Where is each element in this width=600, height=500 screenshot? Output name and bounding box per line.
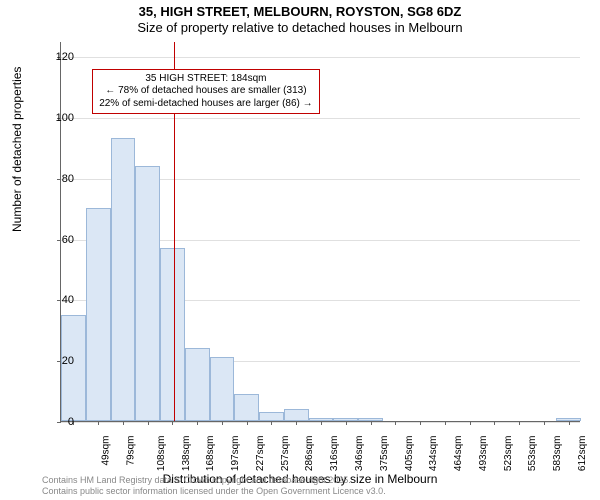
x-tick-label: 583sqm [552,436,563,472]
x-tick-label: 346sqm [354,436,365,472]
x-tick-mark [346,421,347,425]
annotation-line: 22% of semi-detached houses are larger (… [99,98,312,111]
x-tick-label: 375sqm [379,436,390,472]
y-tick-label: 60 [44,234,74,246]
y-tick-label: 120 [44,51,74,63]
x-tick-mark [172,421,173,425]
x-tick-label: 286sqm [305,436,316,472]
histogram-bar [234,394,259,421]
x-tick-label: 553sqm [527,436,538,472]
x-tick-mark [148,421,149,425]
x-tick-mark [271,421,272,425]
histogram-bar [284,409,309,421]
x-tick-mark [98,421,99,425]
chart-container: 35, HIGH STREET, MELBOURN, ROYSTON, SG8 … [0,0,600,500]
annotation-line: ← 78% of detached houses are smaller (31… [99,85,312,98]
footer-line1: Contains HM Land Registry data © Crown c… [42,475,386,486]
x-tick-label: 257sqm [280,436,291,472]
x-tick-label: 405sqm [404,436,415,472]
x-tick-mark [247,421,248,425]
x-tick-mark [395,421,396,425]
x-tick-label: 464sqm [453,436,464,472]
histogram-bar [111,138,136,421]
histogram-bar [160,248,185,421]
histogram-bar [86,208,111,421]
x-tick-label: 79sqm [126,436,137,466]
x-tick-mark [494,421,495,425]
x-tick-mark [296,421,297,425]
x-tick-mark [544,421,545,425]
y-axis-label: Number of detached properties [10,67,24,232]
plot-area: 35 HIGH STREET: 184sqm← 78% of detached … [60,42,580,422]
y-tick-label: 100 [44,112,74,124]
x-tick-label: 49sqm [101,436,112,466]
x-tick-mark [445,421,446,425]
x-tick-label: 434sqm [428,436,439,472]
x-tick-label: 138sqm [181,436,192,472]
footer-attribution: Contains HM Land Registry data © Crown c… [42,475,386,497]
x-tick-label: 316sqm [329,436,340,472]
gridline [61,57,580,58]
y-tick-label: 40 [44,294,74,306]
x-tick-label: 612sqm [577,436,588,472]
x-tick-label: 227sqm [255,436,266,472]
x-tick-mark [197,421,198,425]
histogram-bar [259,412,284,421]
histogram-bar [210,357,235,421]
x-tick-mark [519,421,520,425]
x-tick-mark [420,421,421,425]
chart-title-line1: 35, HIGH STREET, MELBOURN, ROYSTON, SG8 … [0,4,600,19]
x-tick-mark [321,421,322,425]
annotation-box: 35 HIGH STREET: 184sqm← 78% of detached … [92,69,319,115]
annotation-line: 35 HIGH STREET: 184sqm [99,73,312,86]
histogram-bar [61,315,86,421]
y-tick-label: 20 [44,355,74,367]
x-tick-label: 523sqm [503,436,514,472]
y-tick-label: 80 [44,173,74,185]
gridline [61,118,580,119]
y-tick-label: 0 [44,416,74,428]
x-tick-mark [470,421,471,425]
x-tick-label: 108sqm [156,436,167,472]
x-tick-mark [222,421,223,425]
x-tick-label: 197sqm [230,436,241,472]
histogram-bar [185,348,210,421]
x-tick-label: 168sqm [206,436,217,472]
histogram-bar [135,166,160,421]
x-tick-mark [371,421,372,425]
title-block: 35, HIGH STREET, MELBOURN, ROYSTON, SG8 … [0,4,600,35]
x-tick-mark [569,421,570,425]
footer-line2: Contains public sector information licen… [42,486,386,497]
x-tick-label: 493sqm [478,436,489,472]
x-tick-mark [123,421,124,425]
chart-title-line2: Size of property relative to detached ho… [0,20,600,35]
